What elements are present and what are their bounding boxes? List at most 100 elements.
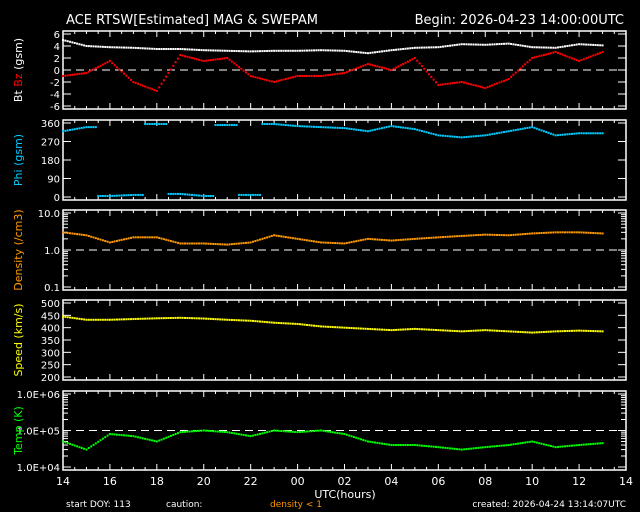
data-point: [467, 82, 470, 85]
data-point: [355, 240, 358, 243]
data-point: [458, 235, 461, 238]
data-point: [66, 231, 69, 234]
data-point: [413, 327, 416, 330]
data-point: [115, 194, 118, 197]
data-point: [331, 126, 334, 129]
data-point: [580, 132, 583, 135]
data-point: [282, 430, 285, 433]
data-point: [589, 43, 592, 46]
data-point: [505, 234, 508, 237]
data-point: [519, 44, 522, 47]
data-point: [167, 317, 170, 320]
data-point: [273, 321, 276, 324]
data-point: [99, 194, 102, 197]
data-point: [237, 433, 240, 436]
data-point: [134, 46, 137, 49]
data-point: [402, 126, 405, 129]
data-point: [99, 45, 102, 48]
data-point: [266, 123, 269, 126]
data-point: [493, 132, 496, 135]
data-point: [275, 234, 278, 237]
data-point: [491, 133, 494, 136]
data-point: [467, 43, 470, 46]
data-point: [390, 239, 393, 242]
data-point: [573, 43, 576, 46]
data-point: [575, 132, 578, 135]
data-point: [378, 127, 381, 130]
data-point: [221, 124, 224, 127]
data-point: [275, 429, 278, 432]
data-point: [336, 242, 339, 245]
data-point: [352, 327, 355, 330]
data-point: [390, 69, 393, 71]
data-point: [444, 446, 447, 449]
data-point: [212, 194, 215, 197]
data-point: [111, 433, 114, 436]
data-point: [352, 240, 355, 243]
data-point: [92, 236, 95, 239]
data-point: [453, 329, 456, 332]
data-point: [200, 317, 203, 320]
data-point: [599, 232, 602, 235]
data-point: [216, 430, 219, 433]
data-point: [287, 322, 290, 325]
data-point: [477, 234, 480, 237]
data-point: [242, 193, 245, 196]
data-point: [122, 318, 125, 321]
data-point: [66, 74, 69, 77]
data-point: [87, 318, 90, 321]
data-point: [282, 49, 285, 52]
data-point: [153, 123, 156, 126]
data-point: [420, 328, 423, 331]
data-point: [439, 236, 442, 239]
data-point: [334, 73, 337, 76]
data-point: [505, 330, 508, 333]
y-tick-label: 0.1: [44, 283, 60, 294]
data-point: [179, 54, 182, 56]
y-tick-label: 180: [41, 156, 60, 167]
data-point: [80, 446, 83, 449]
data-point: [317, 325, 320, 328]
begin-time: Begin: 2026-04-23 14:00:00UTC: [415, 13, 624, 28]
data-point: [432, 445, 435, 448]
data-point: [134, 236, 137, 239]
data-point: [108, 60, 111, 62]
data-point: [298, 323, 301, 326]
data-point: [571, 57, 574, 60]
data-point: [561, 330, 564, 333]
data-point: [106, 194, 109, 197]
data-point: [556, 134, 559, 137]
data-point: [125, 194, 128, 197]
data-point: [521, 331, 524, 334]
data-point: [493, 445, 496, 448]
data-point: [226, 124, 229, 127]
data-point: [151, 317, 154, 320]
data-point: [582, 132, 585, 135]
data-point: [472, 43, 475, 46]
data-point: [207, 429, 210, 432]
y-axis-label: Density (/cm3): [12, 209, 25, 290]
data-point: [195, 430, 198, 433]
data-point: [526, 45, 529, 48]
x-tick-label: 02: [338, 475, 352, 488]
data-point: [373, 128, 376, 131]
data-point: [219, 318, 222, 321]
data-point: [552, 445, 555, 448]
data-point: [395, 328, 398, 331]
data-point: [456, 43, 459, 46]
data-point: [528, 331, 531, 334]
data-point: [601, 44, 604, 47]
data-point: [322, 325, 325, 328]
data-point: [144, 85, 147, 88]
data-point: [556, 46, 559, 49]
data-point: [282, 123, 285, 126]
data-point: [352, 436, 355, 439]
data-point: [324, 49, 327, 52]
data-point: [308, 49, 311, 52]
data-point: [470, 83, 473, 86]
data-point: [338, 72, 341, 75]
data-point: [589, 55, 592, 58]
data-point: [599, 51, 602, 54]
data-point: [207, 194, 210, 197]
